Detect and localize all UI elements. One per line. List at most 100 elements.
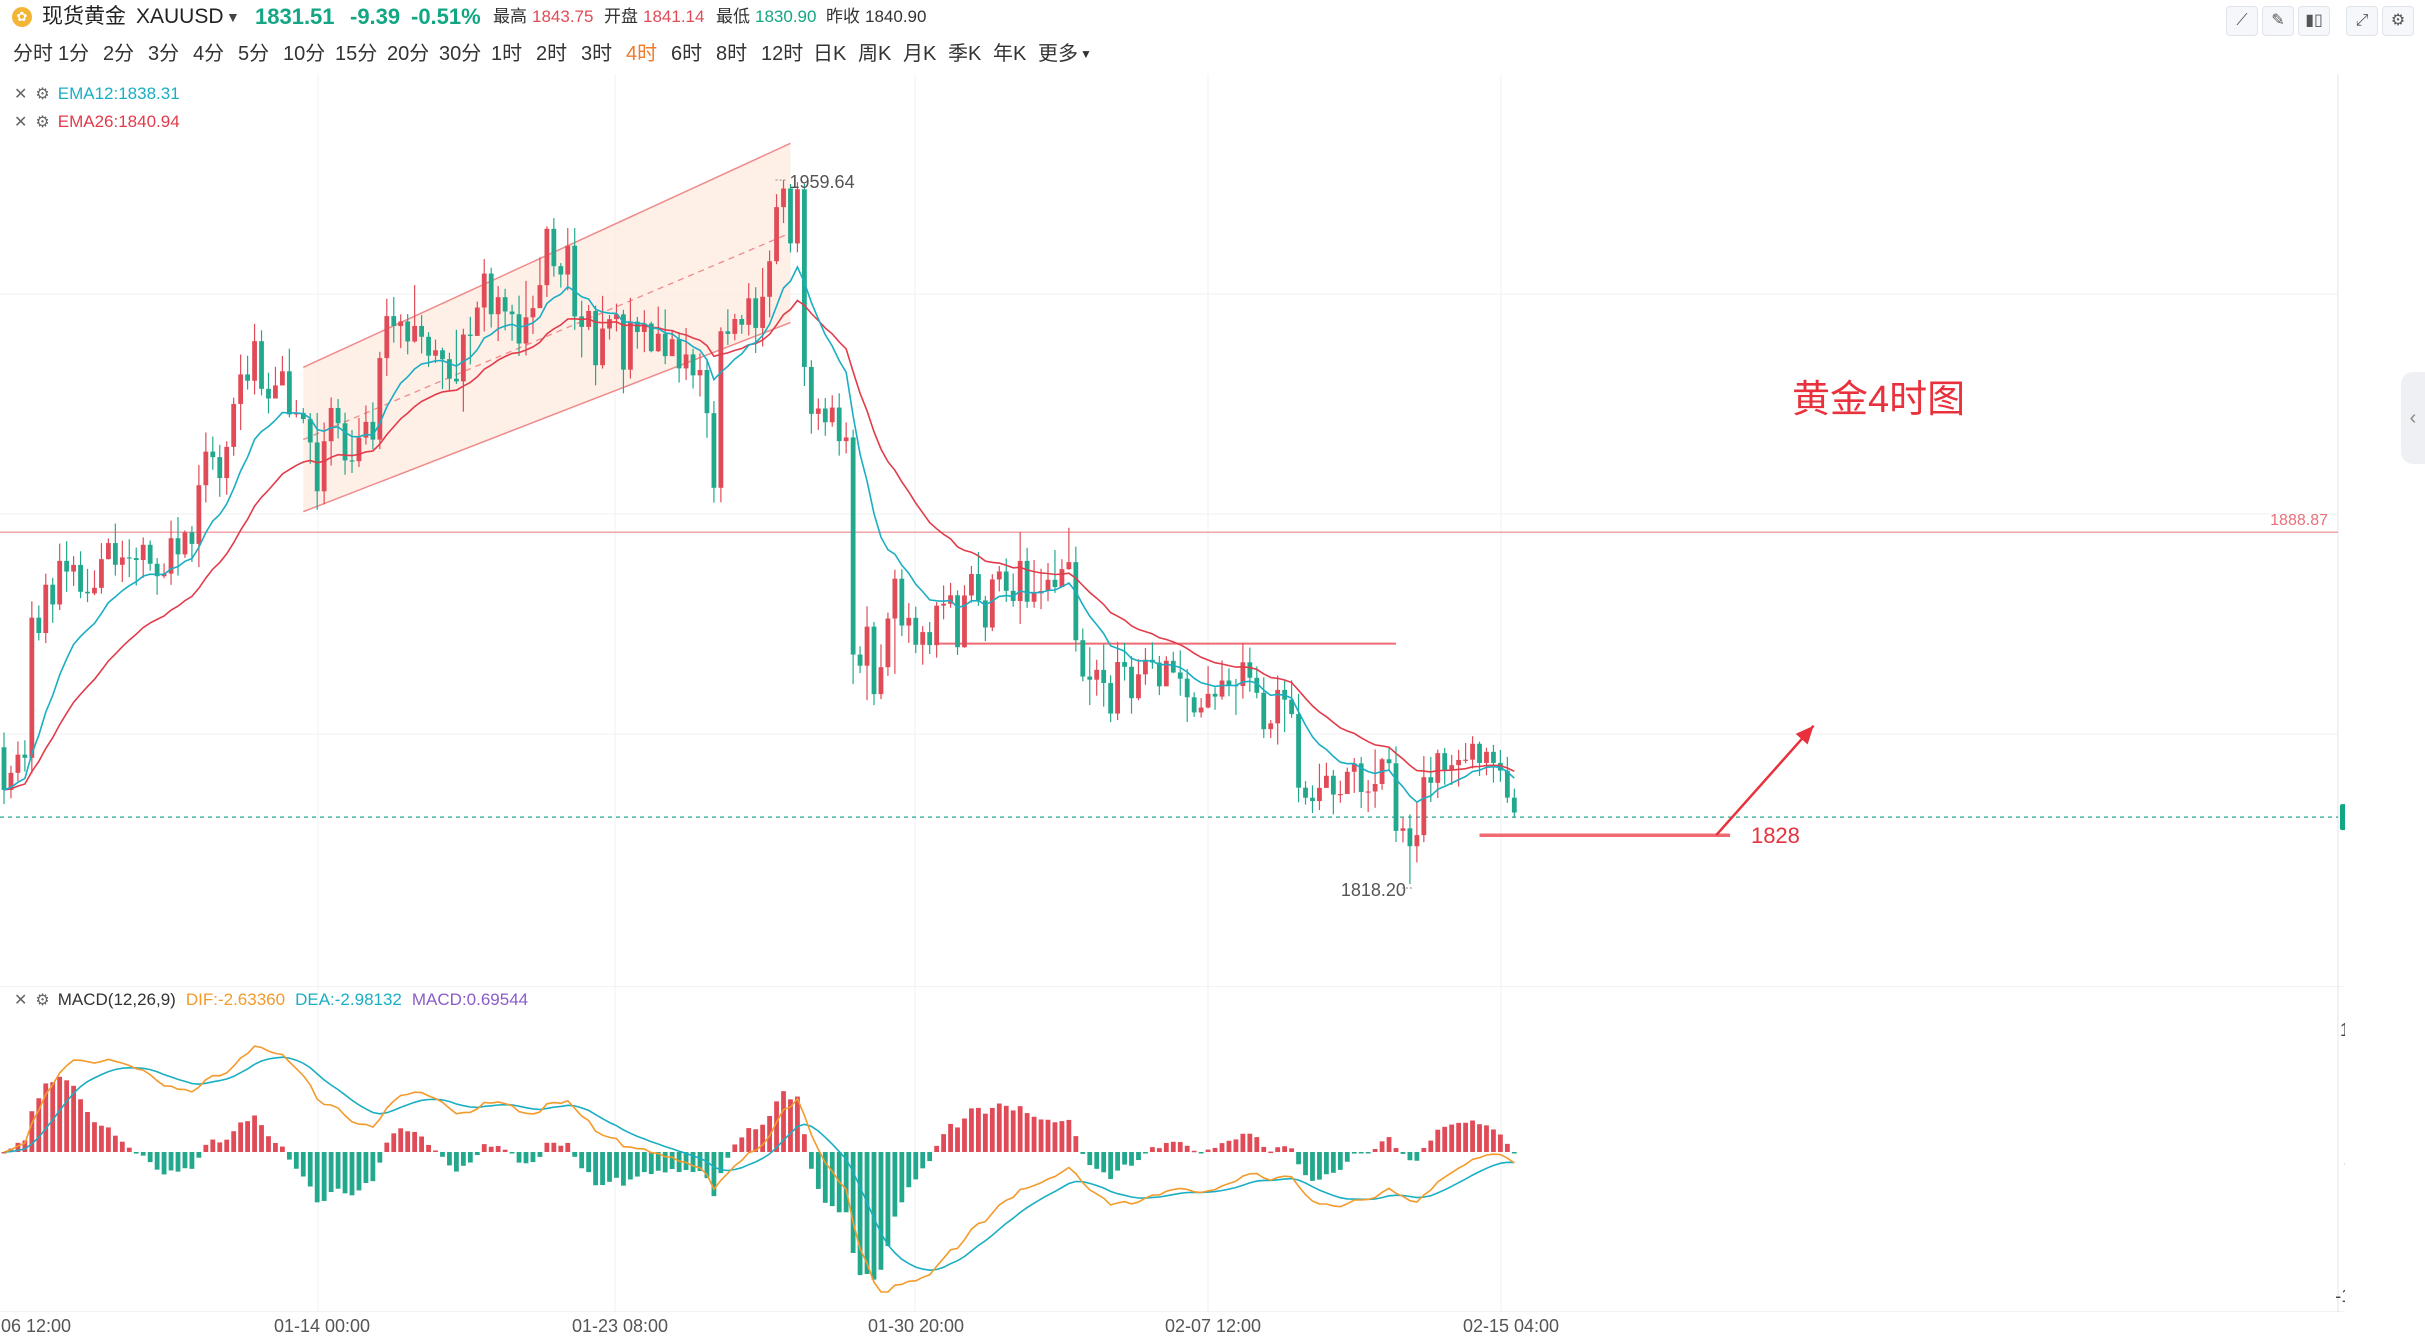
candle[interactable] [1136,659,1141,701]
candle[interactable] [266,372,271,414]
candle[interactable] [1317,763,1322,810]
candle[interactable] [690,348,696,389]
candle[interactable] [92,570,97,596]
candle[interactable] [537,257,543,309]
candle[interactable] [634,316,640,349]
candle[interactable] [189,526,195,563]
candle[interactable] [495,286,501,342]
candle[interactable] [1219,660,1225,700]
candle[interactable] [544,226,550,297]
candle[interactable] [892,569,898,674]
candle[interactable] [969,565,974,603]
candle[interactable] [760,268,766,347]
period-7[interactable]: 15分 [335,43,378,65]
candle[interactable] [1337,780,1343,803]
candle[interactable] [1268,720,1274,738]
close-icon[interactable]: ✕ [14,114,28,131]
candle[interactable] [238,354,244,431]
candle[interactable] [8,765,14,799]
candle[interactable] [71,556,76,586]
period-11[interactable]: 2时 [536,43,568,65]
candle[interactable] [1170,651,1176,674]
candle[interactable] [488,267,494,328]
period-8[interactable]: 20分 [387,43,430,65]
period-4[interactable]: 4分 [193,43,225,65]
period-13[interactable]: 4时 [626,43,658,65]
candle[interactable] [210,436,216,470]
candle[interactable] [815,398,821,430]
symbol-name[interactable]: 现货黄金 [42,5,126,28]
candle[interactable] [1101,644,1107,707]
candle[interactable] [1150,642,1155,669]
candle[interactable] [1129,656,1134,714]
candle[interactable] [57,543,63,611]
period-20[interactable]: 季K [948,43,982,65]
candle[interactable] [871,621,877,706]
period-21[interactable]: 年K [993,43,1027,65]
period-1[interactable]: 1分 [58,43,90,65]
candle[interactable] [781,180,786,224]
candle[interactable] [1143,648,1148,685]
candle[interactable] [1442,747,1448,785]
settings-icon[interactable]: ⚙ [35,114,50,131]
close-icon[interactable]: ✕ [14,86,28,103]
candle[interactable] [106,538,111,560]
candle[interactable] [1386,746,1392,771]
macd-chart[interactable]: 13.84979 -1.53088 -16.91154 [0,986,2345,1312]
candle[interactable] [1087,647,1093,706]
candle[interactable] [405,314,411,355]
candle[interactable] [516,295,522,356]
period-3[interactable]: 3分 [148,43,180,65]
candle[interactable] [384,298,390,376]
candle[interactable] [836,393,842,456]
period-10[interactable]: 1时 [491,43,523,65]
candle[interactable] [829,395,835,427]
price-channel[interactable] [302,142,791,513]
candle[interactable] [342,412,348,475]
candle[interactable] [252,323,257,395]
candle[interactable] [593,305,598,386]
candle[interactable] [530,295,536,334]
period-18[interactable]: 周K [858,43,892,65]
period-22[interactable]: 更多 [1038,43,1078,65]
draw-line-icon[interactable]: ⟋ [2226,6,2258,36]
candle[interactable] [217,444,223,497]
candle[interactable] [363,405,369,445]
candle[interactable] [628,297,633,379]
candle[interactable] [1108,675,1114,723]
candle[interactable] [64,541,70,592]
candle[interactable] [718,327,724,503]
candle[interactable] [321,422,327,505]
settings-icon[interactable]: ⚙ [35,992,50,1009]
candle[interactable] [391,297,397,343]
more-dropdown-icon[interactable]: ▼ [1080,47,1092,61]
period-2[interactable]: 2分 [103,43,135,65]
candle[interactable] [1205,666,1211,709]
candle[interactable] [1066,527,1072,570]
candle[interactable] [864,606,870,701]
candle[interactable] [1226,668,1232,697]
candle[interactable] [454,329,459,384]
candle[interactable] [614,303,619,332]
candlestick-chart[interactable]: 1888.871959.641818.201828黄金4时图1977.32193… [0,74,2345,986]
candle[interactable] [509,304,515,341]
candle[interactable] [1017,531,1023,625]
candle[interactable] [962,585,967,648]
candle[interactable] [948,582,953,608]
candle[interactable] [15,741,21,782]
candle[interactable] [600,295,605,369]
candle[interactable] [1059,559,1065,587]
candle[interactable] [607,314,612,340]
candle[interactable] [739,314,745,334]
candle[interactable] [22,740,28,772]
candle-style-icon[interactable]: ▮▯ [2298,6,2330,36]
candle[interactable] [697,353,703,397]
candle[interactable] [280,356,285,386]
candle[interactable] [1177,650,1183,696]
period-12[interactable]: 3时 [581,43,613,65]
candle[interactable] [1330,770,1336,815]
candle[interactable] [662,309,668,365]
candle[interactable] [1379,757,1385,790]
candle[interactable] [1303,781,1308,805]
candle[interactable] [850,429,856,685]
